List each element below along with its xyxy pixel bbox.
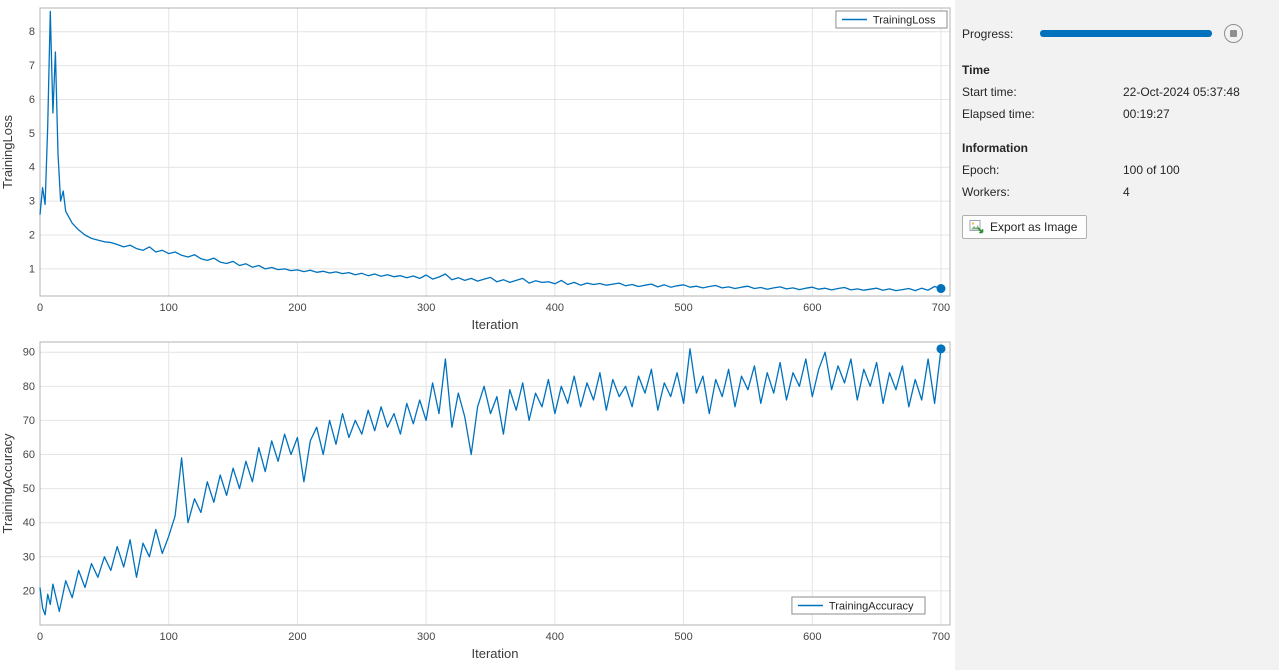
svg-text:4: 4 <box>29 162 35 174</box>
time-section-heading: Time <box>962 63 990 77</box>
epoch-label: Epoch: <box>962 163 1000 177</box>
workers-value: 4 <box>1123 185 1130 199</box>
progress-row: Progress: <box>962 24 1271 43</box>
progress-fill <box>1040 30 1212 37</box>
svg-text:TrainingAccuracy: TrainingAccuracy <box>0 433 15 533</box>
svg-text:TrainingLoss: TrainingLoss <box>0 115 15 189</box>
svg-text:400: 400 <box>546 631 564 643</box>
svg-text:5: 5 <box>29 128 35 140</box>
export-image-icon <box>969 220 984 234</box>
export-button-label: Export as Image <box>990 220 1078 234</box>
svg-text:500: 500 <box>674 302 692 314</box>
svg-text:60: 60 <box>23 449 35 461</box>
svg-text:50: 50 <box>23 483 35 495</box>
svg-text:500: 500 <box>674 631 692 643</box>
svg-text:600: 600 <box>803 302 821 314</box>
svg-text:90: 90 <box>23 347 35 359</box>
svg-text:400: 400 <box>546 302 564 314</box>
progress-bar <box>1040 30 1212 37</box>
export-as-image-button[interactable]: Export as Image <box>962 215 1088 239</box>
svg-text:6: 6 <box>29 94 35 106</box>
training-loss-chart: 0 100 200 300 400 500 600 700 1 2 3 4 5 6 7 8 Iteration T… <box>0 7 951 332</box>
training-info-panel: Progress: Time Start time: 22-Oct-2024 0… <box>955 0 1279 670</box>
svg-text:3: 3 <box>29 196 35 208</box>
elapsed-time-row: Elapsed time: 00:19:27 <box>962 107 1271 121</box>
svg-text:40: 40 <box>23 517 35 529</box>
svg-text:TrainingLoss: TrainingLoss <box>873 15 936 27</box>
elapsed-time-value: 00:19:27 <box>1123 107 1170 121</box>
svg-text:700: 700 <box>932 302 950 314</box>
progress-label: Progress: <box>962 26 1014 41</box>
svg-text:100: 100 <box>160 302 178 314</box>
svg-text:0: 0 <box>37 302 43 314</box>
workers-row: Workers: 4 <box>962 185 1271 199</box>
svg-text:Iteration: Iteration <box>472 317 519 332</box>
svg-text:2: 2 <box>29 230 35 242</box>
start-time-label: Start time: <box>962 85 1017 99</box>
svg-text:Iteration: Iteration <box>472 646 519 661</box>
svg-text:20: 20 <box>23 585 35 597</box>
svg-text:80: 80 <box>23 381 35 393</box>
epoch-row: Epoch: 100 of 100 <box>962 163 1271 177</box>
svg-text:1: 1 <box>29 263 35 275</box>
svg-text:300: 300 <box>417 302 435 314</box>
svg-text:8: 8 <box>29 26 35 38</box>
svg-text:0: 0 <box>37 631 43 643</box>
stop-button[interactable] <box>1224 24 1243 43</box>
workers-label: Workers: <box>962 185 1010 199</box>
start-time-value: 22-Oct-2024 05:37:48 <box>1123 85 1240 99</box>
svg-text:30: 30 <box>23 551 35 563</box>
svg-text:300: 300 <box>417 631 435 643</box>
training-accuracy-chart: 0 100 200 300 400 500 600 700 20 30 40 50 60 70 80 90 It… <box>0 341 951 661</box>
svg-text:700: 700 <box>932 631 950 643</box>
svg-text:70: 70 <box>23 415 35 427</box>
svg-text:7: 7 <box>29 60 35 72</box>
epoch-value: 100 of 100 <box>1123 163 1180 177</box>
stop-icon <box>1230 30 1237 37</box>
information-section-heading: Information <box>962 141 1028 155</box>
svg-text:600: 600 <box>803 631 821 643</box>
svg-text:200: 200 <box>288 631 306 643</box>
start-time-row: Start time: 22-Oct-2024 05:37:48 <box>962 85 1271 99</box>
training-plots: 0 100 200 300 400 500 600 700 1 2 3 4 5 6 7 8 Iteration T… <box>0 0 955 670</box>
svg-text:100: 100 <box>160 631 178 643</box>
svg-text:TrainingAccuracy: TrainingAccuracy <box>829 601 914 613</box>
svg-text:200: 200 <box>288 302 306 314</box>
elapsed-time-label: Elapsed time: <box>962 107 1035 121</box>
